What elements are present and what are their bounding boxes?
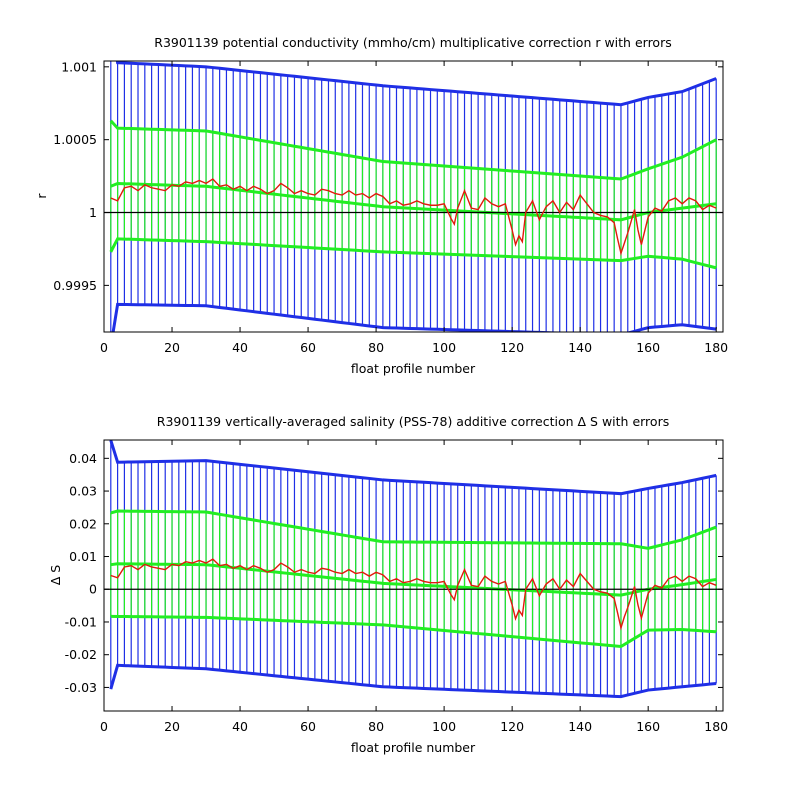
y-tick-label: 0.04 bbox=[69, 451, 97, 466]
x-tick-label: 20 bbox=[164, 340, 180, 355]
inner-error-upper bbox=[109, 119, 717, 181]
y-axis-label: r bbox=[34, 193, 49, 199]
x-tick-label: 140 bbox=[568, 340, 592, 355]
x-axis-label: float profile number bbox=[351, 740, 476, 755]
y-tick-label: 1 bbox=[89, 205, 97, 220]
panel-conductivity: R3901139 potential conductivity (mmho/cm… bbox=[34, 35, 728, 376]
data-line bbox=[110, 558, 717, 631]
y-tick-label: 0 bbox=[89, 582, 97, 597]
y-axis-label: Δ S bbox=[48, 565, 63, 586]
inner-error-lower bbox=[110, 614, 717, 649]
x-tick-label: 160 bbox=[636, 719, 660, 734]
outer-error-upper bbox=[115, 61, 717, 107]
y-tick-label: -0.02 bbox=[65, 647, 97, 662]
x-tick-label: 180 bbox=[704, 719, 728, 734]
chart-title: R3901139 vertically-averaged salinity (P… bbox=[157, 414, 669, 429]
x-tick-label: 180 bbox=[704, 340, 728, 355]
x-axis-label: float profile number bbox=[351, 361, 476, 376]
x-tick-label: 40 bbox=[232, 719, 248, 734]
x-tick-label: 80 bbox=[368, 340, 384, 355]
y-tick-label: 1.0005 bbox=[53, 132, 97, 147]
x-tick-label: 40 bbox=[232, 340, 248, 355]
y-axis-ticks: 0.9995 1 1.0005 1.001 bbox=[53, 59, 723, 293]
inner-error-bars bbox=[110, 120, 717, 268]
y-tick-label: -0.03 bbox=[65, 680, 97, 695]
x-axis-ticks: 0 20 40 60 80 100 120 140 160 180 bbox=[100, 61, 728, 355]
y-tick-label: 0.9995 bbox=[53, 278, 97, 293]
x-tick-label: 100 bbox=[432, 340, 456, 355]
plot-layer bbox=[104, 440, 723, 699]
x-tick-label: 60 bbox=[300, 340, 316, 355]
x-tick-label: 120 bbox=[500, 340, 524, 355]
fit-line bbox=[110, 562, 717, 597]
error-envelopes bbox=[109, 61, 717, 332]
x-tick-label: 0 bbox=[100, 340, 108, 355]
y-tick-label: 0.03 bbox=[69, 484, 97, 499]
axes-frame bbox=[103, 60, 724, 333]
outer-error-upper bbox=[109, 440, 717, 496]
x-tick-label: 160 bbox=[636, 340, 660, 355]
x-tick-label: 0 bbox=[100, 719, 108, 734]
y-tick-label: 0.02 bbox=[69, 516, 97, 531]
y-tick-label: 1.001 bbox=[61, 59, 97, 74]
y-axis-ticks: -0.03 -0.02 -0.01 0 0.01 0.02 0.03 0.04 bbox=[65, 451, 723, 695]
data-line bbox=[110, 178, 717, 256]
outer-error-lower bbox=[111, 302, 717, 332]
x-tick-label: 80 bbox=[368, 719, 384, 734]
chart-title: R3901139 potential conductivity (mmho/cm… bbox=[154, 35, 671, 50]
plot-layer bbox=[104, 61, 723, 332]
inner-error-upper bbox=[110, 509, 717, 550]
y-tick-label: 0.01 bbox=[69, 549, 97, 564]
outer-error-bars bbox=[110, 440, 717, 697]
x-tick-label: 140 bbox=[568, 719, 592, 734]
x-tick-label: 20 bbox=[164, 719, 180, 734]
x-tick-label: 100 bbox=[432, 719, 456, 734]
axes-frame bbox=[103, 439, 724, 712]
error-envelopes bbox=[109, 440, 717, 699]
x-tick-label: 60 bbox=[300, 719, 316, 734]
panel-salinity: R3901139 vertically-averaged salinity (P… bbox=[48, 414, 728, 755]
inner-error-lower bbox=[109, 237, 717, 270]
x-axis-ticks: 0 20 40 60 80 100 120 140 160 180 bbox=[100, 440, 728, 734]
fit-line bbox=[110, 181, 717, 222]
y-tick-label: -0.01 bbox=[65, 614, 97, 629]
outer-error-lower bbox=[109, 663, 717, 699]
x-tick-label: 120 bbox=[500, 719, 524, 734]
